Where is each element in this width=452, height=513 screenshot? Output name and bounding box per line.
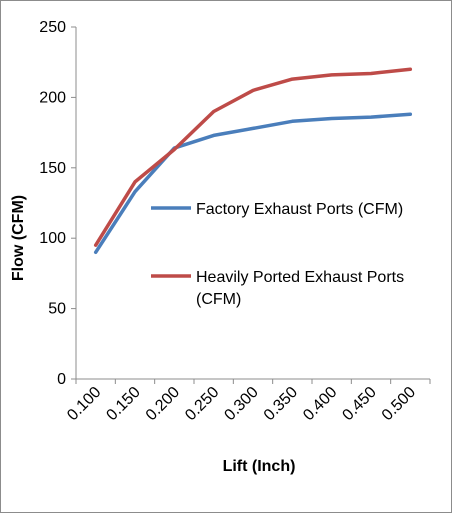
y-axis-title: Flow (CFM) [10,195,27,281]
y-tick-label: 200 [39,89,66,106]
y-tick-label: 100 [39,230,66,247]
x-tick-label: 0.350 [261,384,301,424]
y-axis-ticks: 0 50 100 150 200 250 [39,19,76,388]
series-lines [93,67,413,255]
x-tick-label: 0.150 [103,384,143,424]
axes [75,27,430,380]
x-tick-label: 0.300 [221,384,261,424]
y-tick-label: 150 [39,160,66,177]
y-tick-label: 0 [57,371,66,388]
x-tick-label: 0.250 [182,384,222,424]
x-tick-label: 0.400 [300,384,340,424]
x-axis-ticks: 0.1000.1500.2000.2500.3000.3500.4000.450… [64,379,431,424]
legend-label-2: (CFM) [196,291,241,308]
x-axis-title: Lift (Inch) [223,458,296,475]
legend-label-1: Factory Exhaust Ports (CFM) [196,201,403,218]
y-tick-label: 50 [48,301,66,318]
x-tick-label: 0.500 [379,384,419,424]
legend-label-2: Heavily Ported Exhaust Ports [196,269,404,286]
legend: Factory Exhaust Ports (CFM) Heavily Porte… [151,201,404,308]
x-tick-label: 0.200 [143,384,183,424]
x-tick-label: 0.100 [64,384,104,424]
series-line-2 [93,67,413,247]
y-tick-label: 250 [39,19,66,36]
series-line-1 [93,112,413,255]
x-tick-label: 0.450 [339,384,379,424]
